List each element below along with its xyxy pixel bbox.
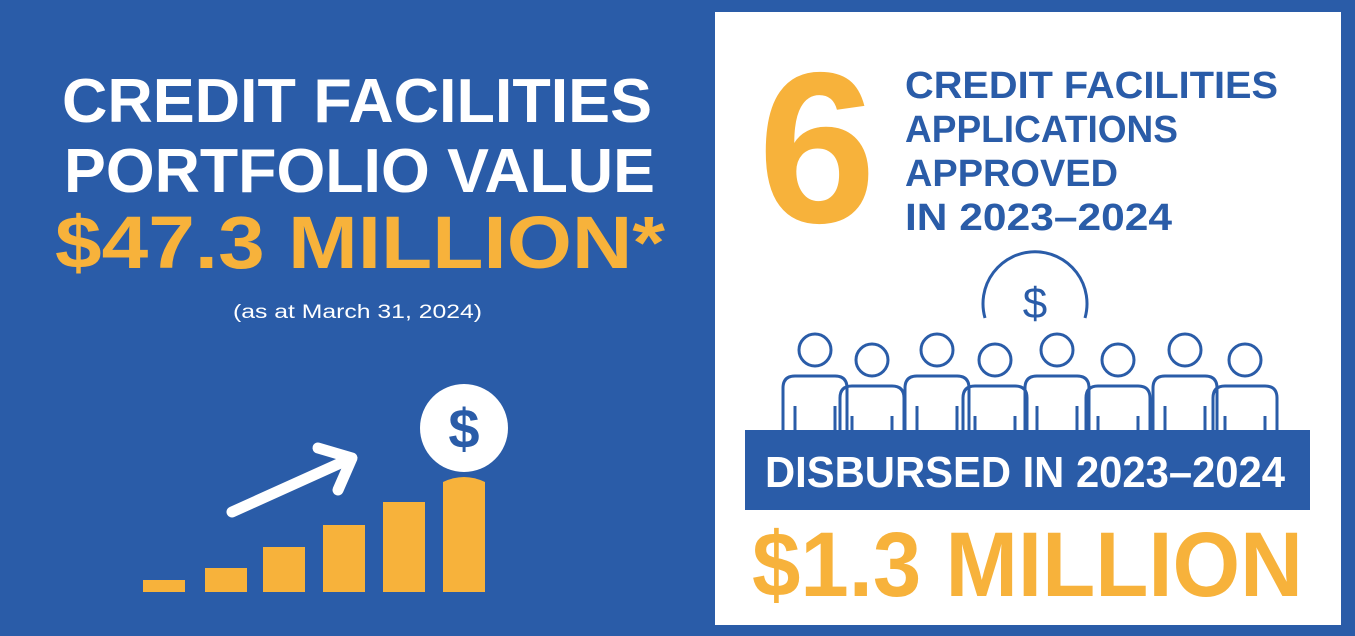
person-head (1227, 342, 1263, 378)
coin-arc (981, 250, 1089, 319)
person-head (854, 342, 890, 378)
person-head (1100, 342, 1136, 378)
person-head (797, 332, 833, 368)
people-icons (781, 332, 1279, 430)
right-panel (715, 12, 1341, 625)
coin-symbol: $ (448, 397, 479, 460)
person-body (903, 374, 971, 430)
left-title: PORTFOLIO VALUE (64, 137, 655, 206)
count-label: APPROVED (905, 153, 1118, 195)
coin-symbol: $ (1023, 279, 1047, 328)
left-amount: $47.3 MILLION* (55, 201, 665, 284)
person-head (1039, 332, 1075, 368)
person-head (977, 342, 1013, 378)
disbursed-band (745, 430, 1310, 510)
growth-bars (143, 477, 485, 592)
person-body (1151, 374, 1219, 430)
coin (420, 384, 508, 472)
left-note: (as at March 31, 2024) (233, 302, 482, 323)
person-head (1167, 332, 1203, 368)
person-head (919, 332, 955, 368)
person-body (781, 374, 849, 430)
count-label: APPLICATIONS (905, 109, 1178, 151)
growth-arrow (226, 442, 358, 518)
person-body (1023, 374, 1091, 430)
person-body (1211, 384, 1279, 430)
approved-count: 6 (758, 27, 876, 268)
person-body (1084, 384, 1152, 430)
left-title: CREDIT FACILITIES (62, 67, 652, 136)
count-label: IN 2023–2024 (905, 197, 1172, 239)
right-amount: $1.3 MILLION (752, 514, 1303, 616)
count-label: CREDIT FACILITIES (905, 65, 1278, 107)
band-text: DISBURSED IN 2023–2024 (765, 448, 1285, 497)
person-body (838, 384, 906, 430)
